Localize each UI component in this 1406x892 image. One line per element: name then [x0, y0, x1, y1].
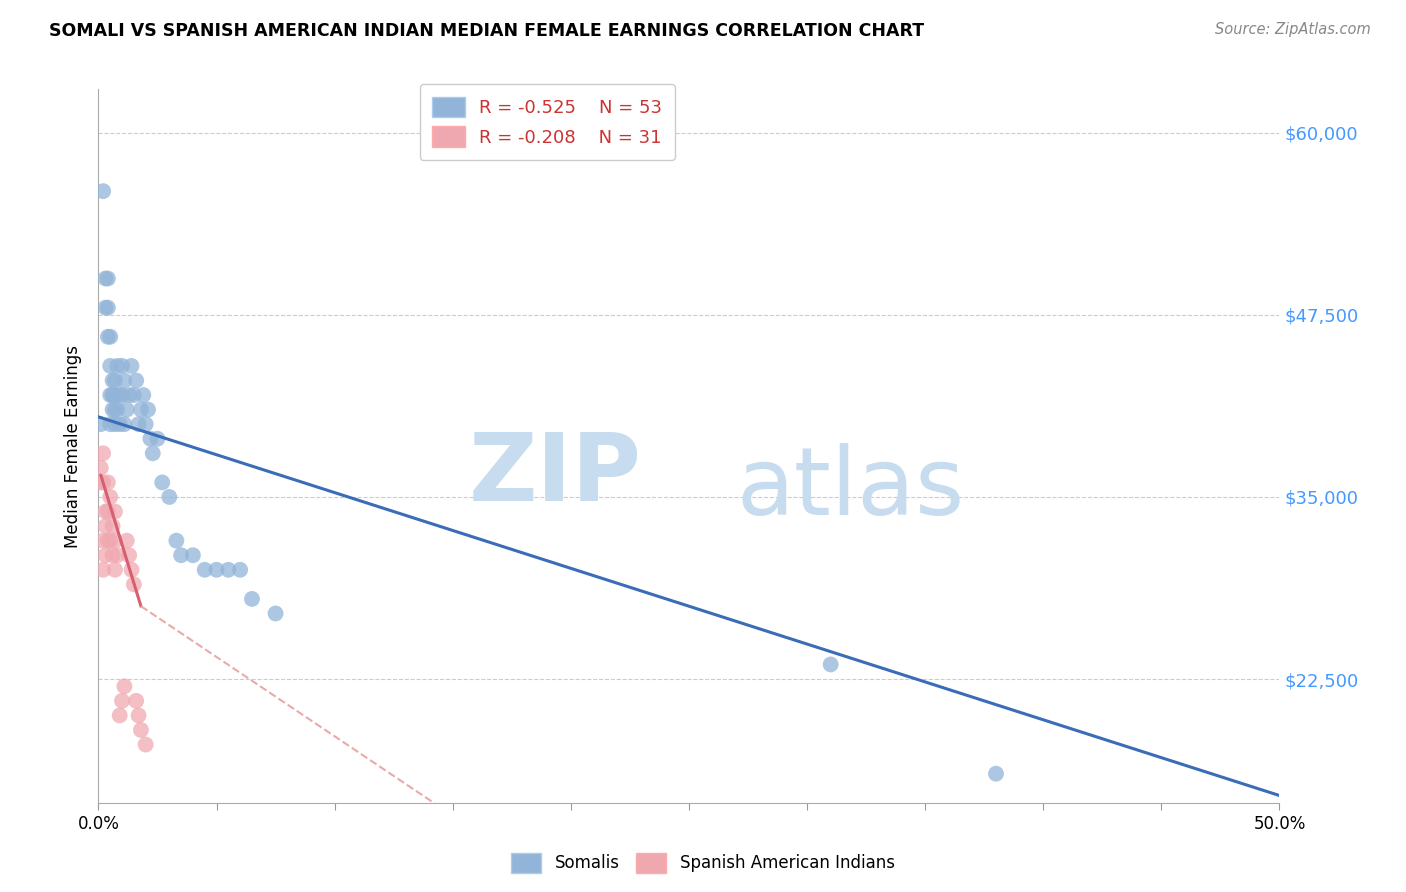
Point	[97, 475, 120, 490]
Point	[101, 388, 124, 402]
Point	[104, 374, 127, 388]
Point	[98, 490, 121, 504]
Point	[104, 504, 127, 518]
Point	[122, 388, 145, 402]
Point	[128, 708, 150, 723]
Point	[217, 563, 239, 577]
Text: atlas: atlas	[737, 442, 965, 535]
Point	[139, 432, 162, 446]
Point	[94, 271, 117, 285]
Point	[97, 504, 120, 518]
Point	[101, 388, 124, 402]
Point	[132, 388, 155, 402]
Point	[108, 417, 131, 432]
Point	[101, 519, 124, 533]
Point	[97, 301, 120, 315]
Point	[98, 359, 121, 373]
Point	[94, 548, 117, 562]
Point	[820, 657, 842, 672]
Point	[104, 402, 127, 417]
Legend: Somalis, Spanish American Indians: Somalis, Spanish American Indians	[505, 847, 901, 880]
Point	[146, 432, 169, 446]
Point	[98, 533, 121, 548]
Point	[105, 548, 128, 562]
Point	[115, 533, 138, 548]
Point	[194, 563, 217, 577]
Point	[111, 694, 134, 708]
Point	[181, 548, 204, 562]
Point	[91, 475, 114, 490]
Point	[157, 490, 180, 504]
Text: ZIP: ZIP	[468, 428, 641, 521]
Point	[125, 694, 148, 708]
Point	[150, 475, 173, 490]
Point	[111, 359, 134, 373]
Point	[104, 417, 127, 432]
Point	[94, 504, 117, 518]
Point	[91, 533, 114, 548]
Point	[118, 388, 141, 402]
Point	[170, 548, 193, 562]
Point	[104, 533, 127, 548]
Point	[229, 563, 252, 577]
Y-axis label: Median Female Earnings: Median Female Earnings	[65, 344, 83, 548]
Point	[142, 446, 165, 460]
Point	[121, 563, 143, 577]
Point	[112, 679, 135, 693]
Point	[104, 563, 127, 577]
Point	[91, 184, 114, 198]
Point	[136, 402, 159, 417]
Point	[90, 417, 112, 432]
Point	[984, 766, 1007, 780]
Point	[128, 417, 150, 432]
Point	[115, 402, 138, 417]
Point	[101, 402, 124, 417]
Point	[104, 388, 127, 402]
Point	[101, 374, 124, 388]
Point	[97, 330, 120, 344]
Legend: R = -0.525    N = 53, R = -0.208    N = 31: R = -0.525 N = 53, R = -0.208 N = 31	[419, 84, 675, 160]
Point	[108, 388, 131, 402]
Point	[122, 577, 145, 591]
Point	[135, 417, 157, 432]
Point	[91, 446, 114, 460]
Point	[98, 388, 121, 402]
Point	[264, 607, 287, 621]
Point	[90, 475, 112, 490]
Point	[108, 708, 131, 723]
Point	[98, 417, 121, 432]
Point	[125, 374, 148, 388]
Point	[97, 533, 120, 548]
Point	[129, 402, 152, 417]
Point	[129, 723, 152, 737]
Point	[135, 738, 157, 752]
Point	[94, 519, 117, 533]
Point	[97, 271, 120, 285]
Point	[205, 563, 228, 577]
Point	[105, 359, 128, 373]
Text: SOMALI VS SPANISH AMERICAN INDIAN MEDIAN FEMALE EARNINGS CORRELATION CHART: SOMALI VS SPANISH AMERICAN INDIAN MEDIAN…	[49, 22, 924, 40]
Point	[105, 402, 128, 417]
Point	[94, 301, 117, 315]
Point	[112, 374, 135, 388]
Point	[90, 460, 112, 475]
Point	[112, 417, 135, 432]
Text: Source: ZipAtlas.com: Source: ZipAtlas.com	[1215, 22, 1371, 37]
Point	[111, 388, 134, 402]
Point	[98, 330, 121, 344]
Point	[118, 548, 141, 562]
Point	[91, 563, 114, 577]
Point	[101, 548, 124, 562]
Point	[121, 359, 143, 373]
Point	[165, 533, 187, 548]
Point	[240, 591, 263, 606]
